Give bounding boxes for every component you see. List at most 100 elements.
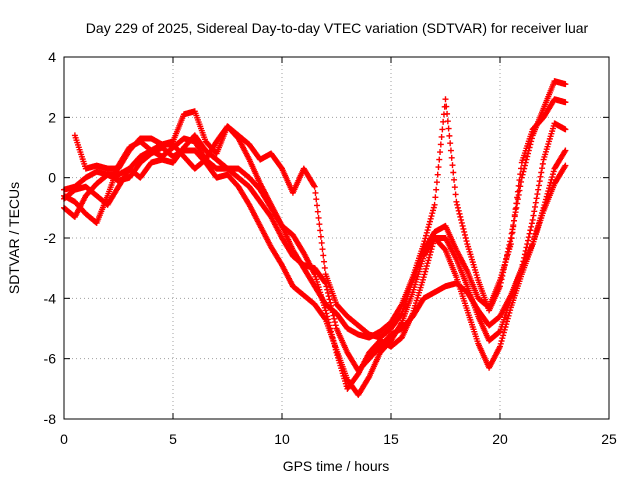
data-point-marker <box>423 265 430 272</box>
x-tick-label: 5 <box>169 431 177 447</box>
data-point-marker <box>521 162 528 169</box>
data-point-marker <box>450 169 457 176</box>
data-point-marker <box>539 165 546 172</box>
data-point-marker <box>429 210 436 217</box>
data-point-marker <box>526 230 533 237</box>
data-point-marker <box>327 299 334 306</box>
y-tick-label: 4 <box>48 49 56 65</box>
data-point-marker <box>437 149 444 156</box>
x-tick-label: 0 <box>60 431 68 447</box>
data-point-marker <box>453 198 460 205</box>
data-point-marker <box>425 257 432 264</box>
data-point-marker <box>549 174 556 181</box>
data-point-marker <box>562 126 569 133</box>
data-point-marker <box>423 232 430 239</box>
data-point-marker <box>452 191 459 198</box>
data-point-marker <box>540 204 547 211</box>
series-satellite-track-5 <box>71 96 569 341</box>
data-point-marker <box>310 182 317 189</box>
data-point-marker <box>422 268 429 275</box>
data-point-marker <box>435 164 442 171</box>
x-tick-label: 10 <box>274 431 290 447</box>
data-point-marker <box>504 315 511 322</box>
data-point-marker <box>562 81 569 88</box>
data-point-marker <box>332 322 339 329</box>
data-point-marker <box>317 233 324 240</box>
data-point-marker <box>426 221 433 228</box>
data-point-marker <box>439 126 446 133</box>
data-point-marker <box>497 343 503 350</box>
data-point-marker <box>529 216 536 223</box>
data-point-marker <box>499 335 506 342</box>
data-point-marker <box>427 215 434 222</box>
data-point-marker <box>426 254 433 261</box>
data-point-marker <box>518 265 525 272</box>
data-point-marker <box>525 237 532 244</box>
data-point-marker <box>535 186 542 193</box>
data-point-marker <box>321 264 328 271</box>
data-point-marker <box>519 261 526 268</box>
x-tick-label: 25 <box>601 431 617 447</box>
data-point-marker <box>398 311 405 318</box>
data-point-marker <box>423 229 430 236</box>
data-point-marker <box>458 216 465 223</box>
data-point-marker <box>432 194 439 201</box>
x-tick-label: 20 <box>492 431 508 447</box>
data-point-marker <box>444 118 451 125</box>
data-point-marker <box>521 251 528 258</box>
data-point-marker <box>451 184 458 191</box>
data-point-marker <box>543 193 550 200</box>
data-point-marker <box>456 210 463 217</box>
data-point-marker <box>442 96 449 103</box>
data-point-marker <box>528 223 535 230</box>
data-point-marker <box>561 148 568 155</box>
data-point-marker <box>511 217 518 224</box>
data-point-marker <box>462 235 469 241</box>
data-point-marker <box>319 246 326 253</box>
data-point-marker <box>449 162 456 169</box>
data-point-marker <box>539 160 546 167</box>
data-point-marker <box>458 219 465 226</box>
data-point-marker <box>510 223 517 230</box>
data-point-marker <box>436 156 443 163</box>
data-point-marker <box>515 182 522 189</box>
data-point-marker <box>461 228 468 235</box>
data-point-marker <box>535 182 542 189</box>
data-point-marker <box>537 173 544 180</box>
data-point-marker <box>317 227 324 234</box>
data-point-marker <box>517 171 524 178</box>
chart-title: Day 229 of 2025, Sidereal Day-to-day VTE… <box>86 20 589 36</box>
y-tick-label: 0 <box>48 170 56 186</box>
data-point-marker <box>423 263 430 270</box>
data-point-marker <box>447 140 454 147</box>
x-axis-label: GPS time / hours <box>283 458 390 474</box>
data-point-marker <box>447 147 454 154</box>
data-point-marker <box>497 340 504 347</box>
data-point-marker <box>550 168 557 175</box>
data-point-marker <box>532 199 539 206</box>
data-point-marker <box>546 185 553 192</box>
data-series <box>61 78 569 398</box>
data-point-marker <box>562 147 569 154</box>
data-point-marker <box>562 162 569 169</box>
data-point-marker <box>549 171 556 178</box>
data-point-marker <box>505 312 512 319</box>
data-point-marker <box>425 224 432 231</box>
data-point-marker <box>428 213 435 220</box>
data-point-marker <box>509 229 516 236</box>
data-point-marker <box>541 202 548 209</box>
data-point-marker <box>433 179 440 186</box>
data-point-marker <box>451 176 458 183</box>
data-point-marker <box>421 271 428 278</box>
data-point-marker <box>321 315 328 322</box>
data-point-marker <box>318 239 325 246</box>
data-point-marker <box>426 251 433 258</box>
data-point-marker <box>514 194 521 201</box>
data-point-marker <box>531 208 538 215</box>
data-point-marker <box>454 204 461 211</box>
data-point-marker <box>438 133 445 140</box>
data-point-marker <box>548 176 555 183</box>
data-point-marker <box>544 190 551 197</box>
data-point-marker <box>528 220 535 227</box>
